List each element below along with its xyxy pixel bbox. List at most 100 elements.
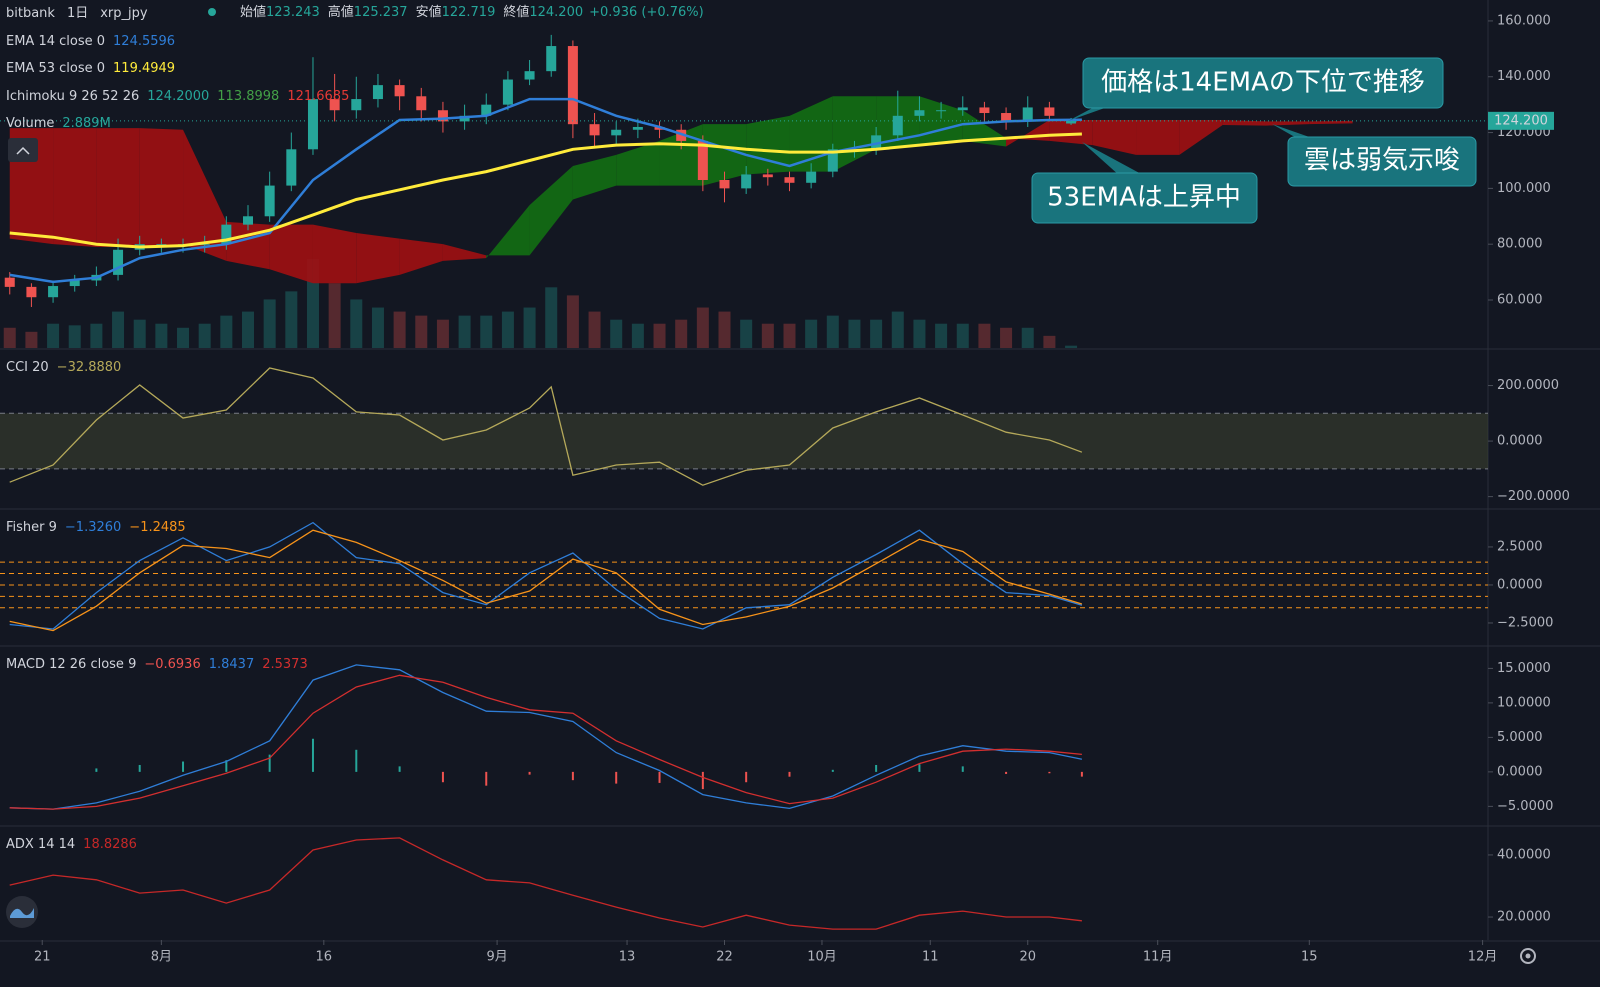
panel: 15.0000 10.0000 5.0000 0.0000 −5.0000 MACD 12… <box>6 657 1553 814</box>
panel: 2.5000 0.0000 −2.5000 Fisher 9 −1.3260 −1.248… <box>0 520 1553 632</box>
band <box>0 413 1488 469</box>
volume-bar <box>545 287 558 348</box>
change: +0.936 (+0.76%) <box>589 5 704 20</box>
candle-body <box>611 129 622 136</box>
candle-body <box>394 85 405 97</box>
y-tick-label: 10.0000 <box>1497 695 1551 710</box>
volume-bar <box>112 311 125 348</box>
indicator-line <box>9 674 1082 810</box>
volume-bar <box>263 299 276 348</box>
candle-body <box>1001 113 1012 122</box>
candle-body <box>264 185 275 217</box>
candle-body <box>48 286 59 298</box>
candle-body <box>4 277 15 287</box>
legend-name: Volume <box>6 116 54 131</box>
candle-body <box>741 174 752 189</box>
candle-body <box>437 110 448 122</box>
ichimoku-cloud <box>269 224 313 284</box>
ichimoku-cloud <box>616 140 660 186</box>
volume-bar <box>458 315 471 348</box>
volume-bar <box>1043 335 1056 348</box>
candle-body <box>1022 107 1033 122</box>
volume-bar <box>285 291 298 348</box>
ichimoku-cloud <box>53 128 97 247</box>
ichimoku-cloud <box>1136 120 1180 155</box>
y-tick-label: 160.000 <box>1497 13 1551 28</box>
y-tick-label: 0.0000 <box>1497 434 1543 449</box>
volume-bar <box>631 323 644 348</box>
volume-bar <box>177 327 190 348</box>
candle-body <box>654 126 665 130</box>
volume-bar <box>826 315 839 348</box>
y-tick-label: 40.0000 <box>1497 847 1551 862</box>
x-tick-label: 13 <box>619 950 636 965</box>
indicator-line <box>9 521 1083 630</box>
candle-body <box>1066 120 1077 124</box>
volume-bar <box>696 307 709 348</box>
settings-button[interactable] <box>1520 948 1536 964</box>
ichimoku-cloud <box>1222 120 1266 126</box>
x-tick-label: 20 <box>1019 950 1036 965</box>
y-tick-label: 15.0000 <box>1497 661 1551 676</box>
x-tick-label: 21 <box>34 950 51 965</box>
candle-body <box>719 180 730 189</box>
candle-body <box>762 174 773 178</box>
volume-bar <box>740 319 753 348</box>
legend-value: 113.8998 <box>217 89 279 104</box>
candle-body <box>676 129 687 141</box>
legend-value: 18.8286 <box>83 837 137 852</box>
y-tick-label: 60.000 <box>1497 293 1543 308</box>
y-tick-label: −2.5000 <box>1497 615 1553 630</box>
callout-box <box>1082 57 1444 109</box>
button-icon[interactable] <box>16 146 30 155</box>
candle-body <box>286 149 297 186</box>
volume-bar <box>436 319 449 348</box>
volume-bar <box>913 319 926 348</box>
button-bg[interactable] <box>8 138 38 162</box>
ichimoku-cloud <box>1092 120 1137 155</box>
volume-bar <box>653 323 666 348</box>
legend-title: MACD 12 26 close 9 <box>6 657 136 672</box>
ohlc-label: 高値 <box>328 4 354 20</box>
x-tick-label: 12月 <box>1468 950 1498 965</box>
candle-body <box>979 107 990 114</box>
volume-bar <box>393 311 406 348</box>
volume-bar <box>523 307 536 348</box>
y-tick-label: −5.0000 <box>1497 799 1553 814</box>
volume-bar <box>133 319 146 348</box>
ichimoku-cloud <box>96 128 140 247</box>
ichimoku-cloud <box>1265 121 1310 126</box>
logo <box>6 896 38 928</box>
legend-value: 1.8437 <box>209 657 255 672</box>
indicator-line <box>9 664 1083 810</box>
legend-row: Fisher 9 −1.3260 −1.2485 <box>6 520 186 535</box>
volume-bar <box>47 323 60 348</box>
y-tick-label: 0.0000 <box>1497 577 1543 592</box>
indicator-line <box>9 837 1082 930</box>
ichimoku-cloud <box>1049 120 1093 146</box>
collapse-button[interactable] <box>8 138 38 162</box>
legend-row: Volume 2.889M <box>6 116 111 131</box>
volume-bar <box>3 327 16 348</box>
callout-box <box>1031 172 1258 224</box>
candle-body <box>156 244 167 246</box>
y-tick-label: −200.0000 <box>1497 489 1570 504</box>
ichimoku-cloud <box>399 238 443 275</box>
y-tick-label: 100.000 <box>1497 181 1551 196</box>
gear-center[interactable] <box>1525 953 1531 959</box>
ichimoku-cloud <box>529 166 573 256</box>
gear-icon[interactable] <box>1520 948 1536 964</box>
legend-name: EMA 14 close 0 <box>6 34 105 49</box>
x-tick-label: 10月 <box>807 950 837 965</box>
panel: 200.0000 0.0000 −200.0000 CCI 20 −32.8880 <box>0 360 1570 504</box>
ichimoku-cloud <box>442 244 487 261</box>
ichimoku-cloud <box>486 205 530 259</box>
legend-value: −1.3260 <box>65 520 121 535</box>
ichimoku-cloud <box>1179 120 1223 155</box>
legend-row: ADX 14 14 18.8286 <box>6 837 137 852</box>
volume-bar <box>610 319 623 348</box>
legend-row: Ichimoku 9 26 52 26 124.2000 113.8998 121.6… <box>6 89 349 104</box>
legend-value: 121.6685 <box>287 89 349 104</box>
ohlc-label: 始値 <box>240 4 266 20</box>
